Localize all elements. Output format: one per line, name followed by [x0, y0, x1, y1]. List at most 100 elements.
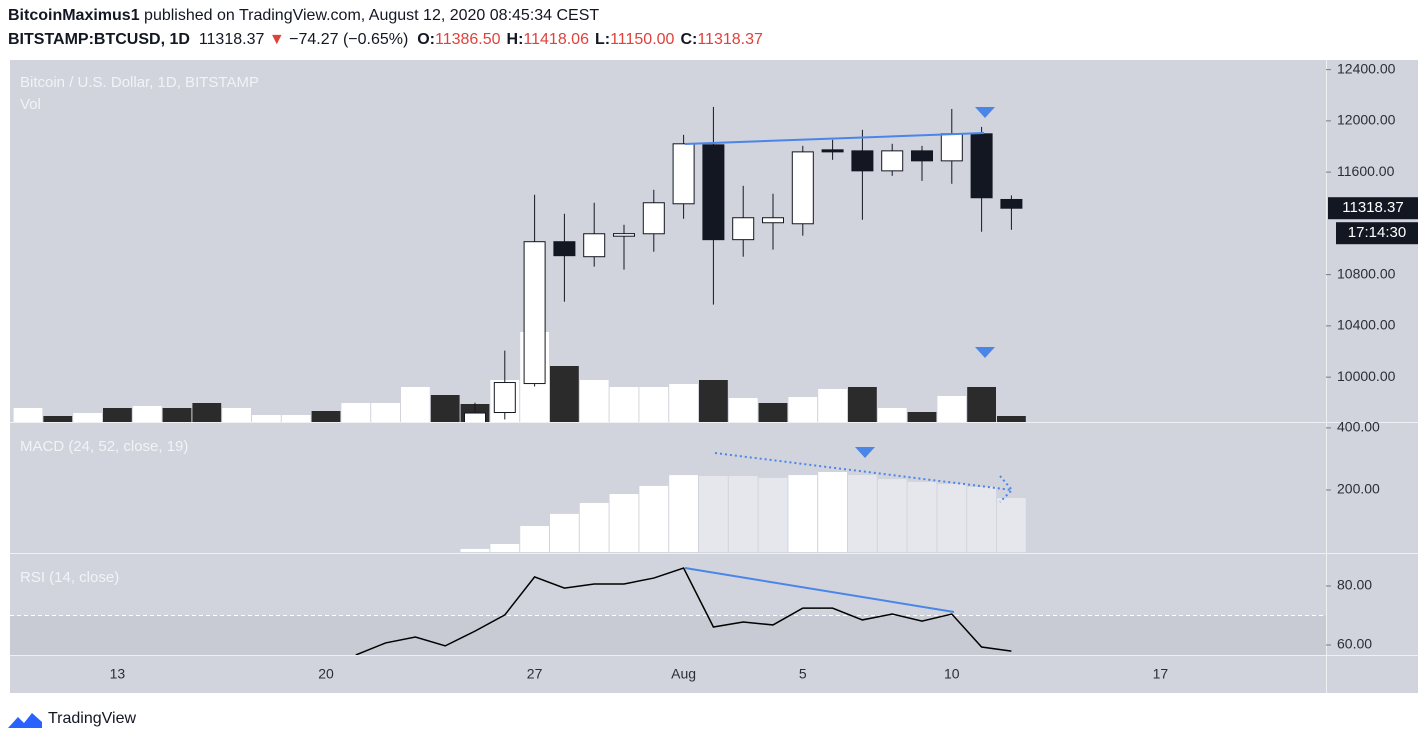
price-label: 11318.37	[1342, 199, 1403, 216]
trend-line	[684, 132, 985, 145]
symbol: BITSTAMP:BTCUSD, 1D	[8, 31, 190, 48]
header-line-1: BitcoinMaximus1 published on TradingView…	[8, 7, 599, 25]
countdown: 17:14:30	[1348, 224, 1406, 241]
ohlc-value: 11386.50	[434, 31, 501, 48]
price-label-box	[1328, 197, 1418, 220]
candle-body	[553, 241, 576, 257]
y-tick-label: 400.00	[1337, 419, 1380, 435]
price-pane	[464, 106, 1023, 422]
bar	[818, 389, 847, 422]
bar	[490, 543, 520, 553]
y-tick-label: 10000.00	[1337, 368, 1396, 384]
arrow-head	[999, 475, 1014, 503]
bar	[848, 387, 877, 422]
published: published on TradingView.com, August 12,…	[144, 7, 600, 24]
ohlc-label: C:	[680, 31, 698, 48]
bar	[281, 415, 311, 422]
candle-body	[732, 217, 755, 241]
candle-body	[940, 133, 963, 162]
candle-body	[613, 233, 635, 237]
change: −74.27 (−0.65%)	[289, 31, 409, 48]
bar	[699, 380, 728, 422]
candle-body	[464, 412, 486, 422]
bar	[132, 406, 162, 422]
bar	[728, 398, 758, 422]
bar	[728, 476, 758, 553]
ohlc: O:11386.50 H:11418.06 L:11150.00 C:11318.37	[417, 31, 769, 48]
candle-body	[1000, 198, 1023, 209]
brand: TradingView	[48, 710, 136, 727]
candle-body	[851, 150, 874, 172]
x-tick-label: 20	[318, 666, 334, 682]
bar	[371, 403, 400, 422]
bar	[162, 408, 192, 422]
bar	[520, 525, 549, 553]
bar	[550, 366, 579, 422]
bar	[609, 494, 639, 553]
logo: TradingView	[8, 710, 136, 728]
bar	[222, 408, 251, 422]
x-tick-label: Aug	[671, 666, 696, 682]
x-tick-label: 27	[527, 666, 543, 682]
change-arrow: ▼	[268, 31, 285, 48]
bar	[937, 396, 967, 422]
bar	[877, 479, 907, 553]
bar	[639, 387, 669, 422]
bar	[937, 484, 967, 553]
bar	[43, 416, 73, 422]
ohlc-label: O:	[417, 31, 435, 48]
bar	[550, 513, 579, 553]
candle-body	[583, 233, 606, 258]
bar	[788, 397, 818, 422]
bar	[818, 471, 847, 553]
bar	[669, 384, 698, 422]
y-tick-label: 60.00	[1337, 636, 1372, 652]
bar	[848, 475, 877, 553]
bar	[699, 476, 728, 553]
candle-body	[791, 151, 814, 225]
candle-body	[911, 150, 933, 162]
bar	[669, 475, 698, 553]
trend-line	[684, 567, 955, 613]
bar	[788, 475, 818, 553]
bar	[13, 408, 43, 422]
bar	[103, 408, 132, 422]
ohlc-value: 11318.37	[697, 31, 763, 48]
y-tick-label: 10400.00	[1337, 317, 1396, 333]
rsi-line	[355, 567, 1012, 655]
bar	[639, 485, 669, 553]
x-tick-label: 13	[110, 666, 126, 682]
y-tick-label: 10800.00	[1337, 265, 1396, 281]
header-line-2: BITSTAMP:BTCUSD, 1D 11318.37 ▼ −74.27 (−…	[8, 31, 769, 49]
y-tick-label: 12000.00	[1337, 112, 1396, 128]
bar	[877, 408, 907, 422]
rsi-pane	[10, 567, 1326, 655]
last-price: 11318.37	[198, 31, 265, 48]
bar	[997, 498, 1026, 553]
bar	[311, 411, 341, 422]
ohlc-label: L:	[594, 31, 611, 48]
candle-body	[523, 241, 546, 385]
pane-title: Vol	[20, 96, 41, 113]
candle-body	[702, 144, 725, 241]
x-tick-label: 17	[1153, 666, 1169, 682]
candle-body	[642, 202, 665, 235]
ohlc-value: 11150.00	[610, 31, 675, 48]
marker	[855, 447, 875, 458]
axes: 13 20 27 Aug 5 10 17 11318.37 17:14:30 10000.00 10…	[10, 60, 1418, 693]
pane-title: Bitcoin / U.S. Dollar, 1D, BITSTAMP	[20, 74, 259, 91]
candle-body	[672, 143, 695, 205]
y-tick-label: 12400.00	[1337, 60, 1396, 76]
y-tick-label: 11600.00	[1337, 163, 1395, 179]
pane-title: RSI (14, close)	[20, 569, 119, 586]
ohlc-value: 11418.06	[523, 31, 589, 48]
bar	[907, 481, 937, 553]
y-tick-label: 200.00	[1337, 481, 1380, 497]
bar	[401, 387, 430, 422]
bar	[579, 503, 609, 553]
candle-body	[821, 149, 844, 153]
y-tick-label: 80.00	[1337, 577, 1372, 593]
annotations	[684, 107, 1014, 613]
candle-body	[762, 217, 784, 224]
rsi-band	[10, 615, 1326, 655]
